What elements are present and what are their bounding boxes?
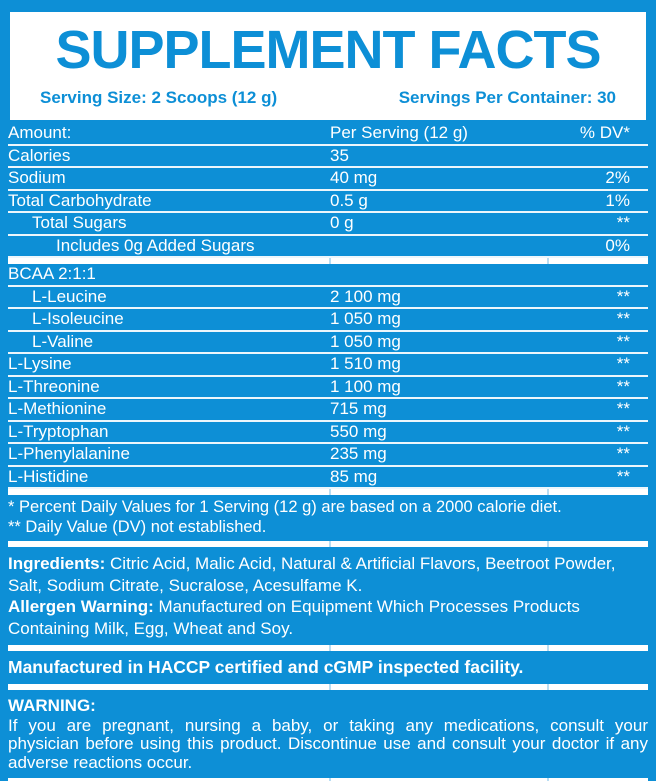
cell-dv: **	[616, 399, 630, 419]
nutrition-table: Amount: Per Serving (12 g) % DV* Calorie…	[8, 123, 648, 489]
cell-dv: **	[616, 354, 630, 374]
section-divider	[8, 541, 648, 547]
table-header-row: Amount: Per Serving (12 g) % DV*	[8, 123, 648, 146]
table-row: L-Threonine 1 100 mg **	[8, 376, 648, 399]
cell-name: Sodium	[8, 168, 66, 188]
cell-amount: 1 100 mg	[330, 376, 401, 396]
ingredients-label: Ingredients:	[8, 554, 106, 573]
table-row: BCAA 2:1:1	[8, 264, 648, 287]
cell-amount: 1 050 mg	[330, 309, 401, 329]
table-rows: Calories 35 Sodium 40 mg 2% Total Carbohydrat…	[8, 145, 648, 489]
cell-amount: 40 mg	[330, 168, 378, 188]
section-divider	[8, 258, 648, 264]
servings-per-container-text: Servings Per Container: 30	[398, 88, 616, 107]
cell-name: BCAA 2:1:1	[8, 264, 96, 284]
section-divider	[8, 684, 648, 690]
cell-name: L-Methionine	[8, 399, 107, 419]
warning-block: WARNING: If you are pregnant, nursing a …	[8, 696, 648, 772]
cell-amount: 1 050 mg	[330, 331, 401, 351]
cell-name: L-Isoleucine	[32, 309, 124, 329]
table-row: L-Isoleucine 1 050 mg **	[8, 309, 648, 332]
table-row: L-Valine 1 050 mg **	[8, 331, 648, 354]
cell-dv: **	[616, 286, 630, 306]
table-row: Includes 0g Added Sugars 0%	[8, 235, 648, 258]
ingredients-text: Citric Acid, Malic Acid, Natural & Artif…	[8, 554, 616, 595]
table-row: Total Carbohydrate 0.5 g 1%	[8, 190, 648, 213]
ingredients-block: Ingredients: Citric Acid, Malic Acid, Na…	[8, 553, 648, 639]
cell-dv: **	[616, 444, 630, 464]
cell-name: Calories	[8, 145, 71, 165]
table-row: Sodium 40 mg 2%	[8, 168, 648, 191]
cell-dv: 1%	[605, 190, 630, 210]
section-divider	[8, 778, 648, 781]
cell-dv: 0%	[605, 235, 630, 255]
column-header-dv: % DV*	[579, 123, 630, 143]
cell-amount: 0 g	[330, 213, 354, 233]
cell-name: L-Phenylalanine	[8, 444, 130, 464]
cell-amount: 715 mg	[330, 399, 387, 419]
facility-note: Manufactured in HACCP certified and cGMP…	[8, 657, 524, 677]
cell-dv: 2%	[605, 168, 630, 188]
cell-name: L-Valine	[32, 331, 94, 351]
table-row: L-Leucine 2 100 mg **	[8, 286, 648, 309]
footnote-dv-not-established: ** Daily Value (DV) not established.	[8, 517, 267, 536]
cell-amount: 550 mg	[330, 421, 387, 441]
footnotes: * Percent Daily Values for 1 Serving (12…	[8, 498, 648, 537]
cell-amount: 2 100 mg	[330, 286, 401, 306]
table-row: L-Phenylalanine 235 mg **	[8, 444, 648, 467]
cell-dv: **	[616, 466, 630, 486]
page-title: SUPPLEMENT FACTS	[55, 20, 601, 80]
cell-amount: 235 mg	[330, 444, 387, 464]
header-panel: SUPPLEMENT FACTS Serving Size: 2 Scoops …	[10, 12, 646, 120]
table-row: Total Sugars 0 g **	[8, 213, 648, 236]
cell-name: L-Lysine	[8, 354, 72, 374]
table-row: Calories 35	[8, 145, 648, 168]
cell-amount: 0.5 g	[330, 190, 368, 210]
cell-name: L-Histidine	[8, 466, 89, 486]
cell-name: L-Tryptophan	[8, 421, 109, 441]
table-row: L-Methionine 715 mg **	[8, 399, 648, 422]
allergen-paragraph: Allergen Warning: Manufactured on Equipm…	[8, 596, 648, 639]
cell-dv: **	[616, 213, 630, 233]
warning-label: WARNING:	[8, 696, 96, 715]
ingredients-paragraph: Ingredients: Citric Acid, Malic Acid, Na…	[8, 553, 648, 596]
serving-info-row: Serving Size: 2 Scoops (12 g) Servings P…	[40, 88, 616, 108]
table-row: L-Lysine 1 510 mg **	[8, 354, 648, 377]
table-row: L-Tryptophan 550 mg **	[8, 421, 648, 444]
column-header-per-serving: Per Serving (12 g)	[330, 123, 468, 143]
serving-size-text: Serving Size: 2 Scoops (12 g)	[40, 88, 278, 107]
allergen-text: Manufactured on Equipment Which Processe…	[8, 597, 580, 638]
cell-dv: **	[616, 331, 630, 351]
cell-name: L-Threonine	[8, 376, 100, 396]
cell-dv: **	[616, 376, 630, 396]
cell-dv: **	[616, 309, 630, 329]
cell-name: Total Carbohydrate	[8, 190, 152, 210]
cell-name: Includes 0g Added Sugars	[56, 235, 255, 255]
section-divider	[8, 645, 648, 651]
table-row: L-Histidine 85 mg **	[8, 466, 648, 489]
warning-text: If you are pregnant, nursing a baby, or …	[8, 715, 648, 772]
cell-name: L-Leucine	[32, 286, 107, 306]
cell-amount: 35	[330, 145, 349, 165]
cell-dv: **	[616, 421, 630, 441]
allergen-label: Allergen Warning:	[8, 597, 154, 616]
footnote-daily-values: * Percent Daily Values for 1 Serving (12…	[8, 498, 562, 516]
section-divider	[8, 489, 648, 495]
cell-amount: 1 510 mg	[330, 354, 401, 374]
column-header-amount: Amount:	[8, 123, 72, 143]
cell-amount: 85 mg	[330, 466, 378, 486]
cell-name: Total Sugars	[32, 213, 127, 233]
